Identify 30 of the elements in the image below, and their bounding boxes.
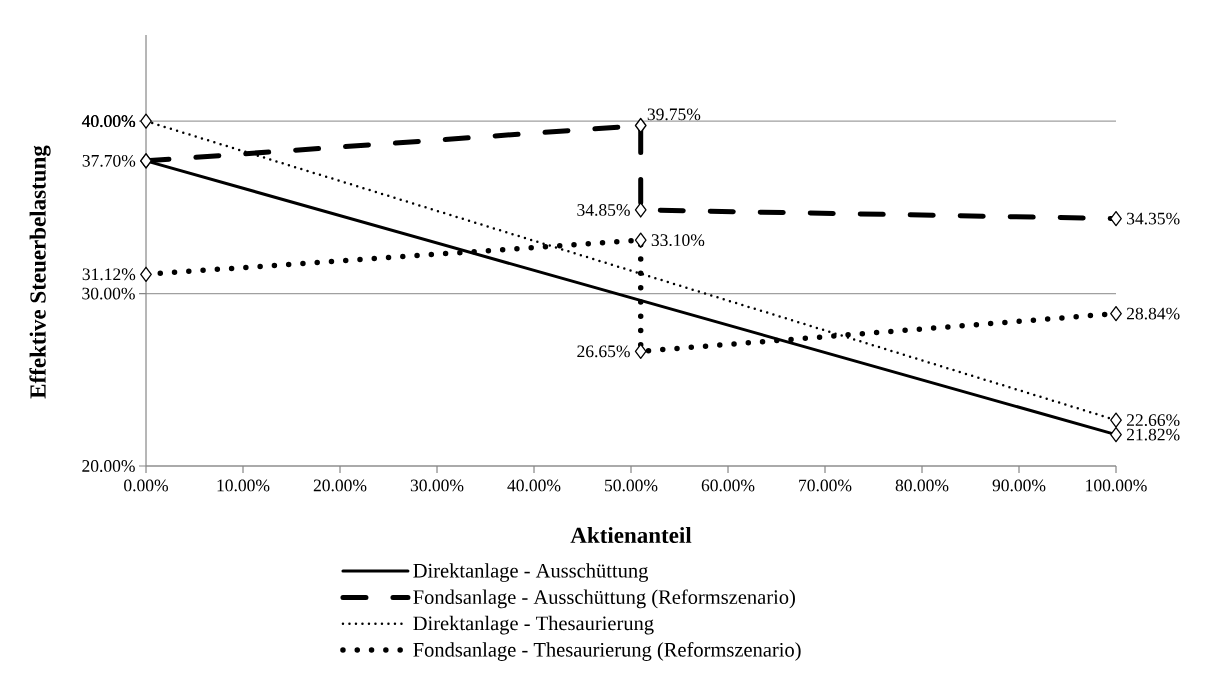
data-label: 26.65% — [577, 345, 630, 358]
y-axis-title: Effektive Steuerbelastung — [29, 145, 51, 399]
x-tick-label: 10.00% — [217, 479, 270, 492]
legend-label: Direktanlage - Ausschüttung — [413, 563, 649, 582]
x-tick-label: 90.00% — [992, 479, 1046, 492]
legend-label: Fondsanlage - Ausschüttung (Reformszenario) — [413, 589, 795, 609]
data-label: 34.35% — [1127, 212, 1180, 225]
y-tick-label: 30.00% — [82, 287, 135, 300]
legend-label: Direktanlage - Thesaurierung — [413, 615, 654, 635]
y-tick-label: 20.00% — [82, 460, 135, 472]
x-tick-label: 100.00% — [1086, 479, 1147, 492]
data-label: 28.84% — [1126, 307, 1180, 320]
legend-label: Fondsanlage - Thesaurierung (Reformszenario) — [413, 642, 801, 661]
data-label: 22.66% — [1126, 414, 1180, 427]
x-tick-label: 60.00% — [701, 479, 755, 492]
x-tick-label: 0.00% — [124, 479, 169, 492]
data-label: 34.85% — [577, 204, 630, 216]
x-tick-label: 70.00% — [799, 479, 852, 492]
data-label: 33.10% — [651, 234, 705, 247]
x-axis-title: Aktienanteil — [570, 526, 692, 544]
data-label: 21.82% — [1126, 428, 1180, 441]
y-tick-label: 40.00% — [82, 115, 136, 128]
data-label: 37.70% — [82, 154, 136, 167]
x-tick-label: 80.00% — [895, 479, 949, 492]
x-tick-label: 30.00% — [410, 479, 464, 492]
x-tick-label: 50.00% — [605, 479, 658, 492]
x-tick-label: 20.00% — [313, 479, 367, 492]
data-label: 39.75% — [647, 108, 701, 121]
x-tick-label: 40.00% — [507, 479, 561, 492]
data-label: 31.12% — [82, 268, 136, 281]
